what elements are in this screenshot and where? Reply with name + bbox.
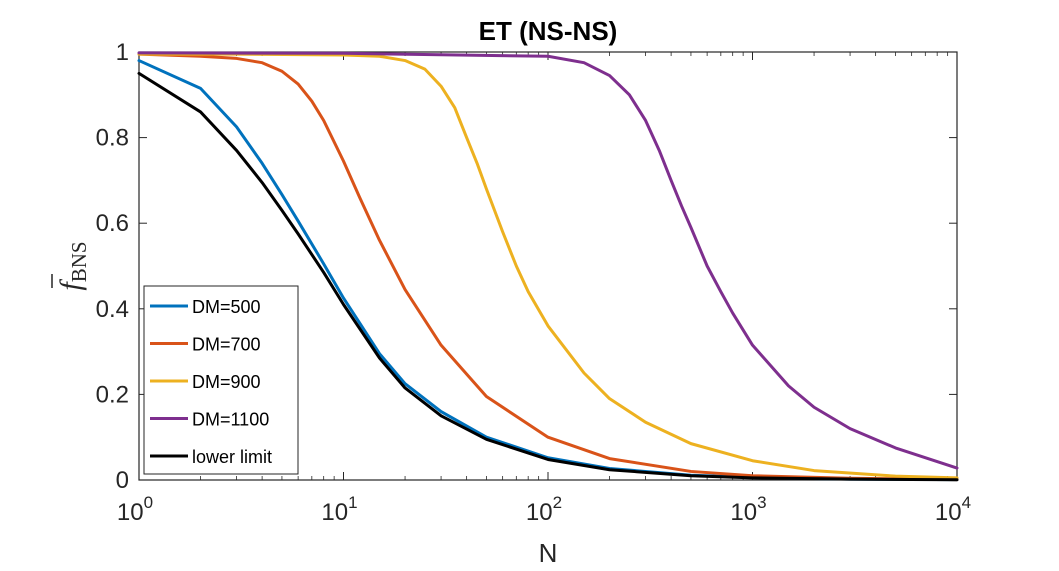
chart-title: ET (NS-NS): [479, 16, 618, 46]
y-tick-label: 0.8: [96, 125, 129, 152]
legend-label: DM=500: [192, 297, 261, 317]
x-tick-label: 103: [730, 493, 766, 526]
x-tick-label: 102: [526, 493, 562, 526]
x-tick-label: 104: [935, 493, 971, 526]
legend-label: DM=1100: [192, 410, 269, 430]
y-tick-label: 0.2: [96, 381, 129, 408]
legend-label: lower limit: [192, 447, 272, 467]
y-tick-label: 0.4: [96, 296, 129, 323]
y-tick-label: 1: [116, 39, 129, 66]
svg-text:fBNS: fBNS: [54, 241, 91, 290]
y-tick-label: 0.6: [96, 210, 129, 237]
series-line-dm-700: [137, 52, 959, 482]
series-line-dm-1100: [137, 51, 959, 470]
legend: DM=500 DM=700 DM=900 DM=1100 lower limit: [143, 285, 299, 475]
y-tick-label: 0: [116, 467, 129, 494]
series-line-lower-limit: [137, 71, 959, 482]
legend-label: DM=900: [192, 372, 261, 392]
x-tick-label: 100: [117, 493, 153, 526]
axes: 0 0.2 0.4 0.6 0.8 1 100 101 102 103 104: [96, 39, 971, 526]
y-axis-label: fBNS: [51, 241, 91, 291]
x-tick-label: 101: [321, 493, 357, 526]
ylabel-subscript: BNS: [67, 241, 91, 282]
legend-label: DM=700: [192, 335, 261, 355]
series-layer: [137, 51, 959, 482]
x-axis-label: N: [539, 538, 558, 568]
series-line-dm-900: [137, 52, 959, 480]
